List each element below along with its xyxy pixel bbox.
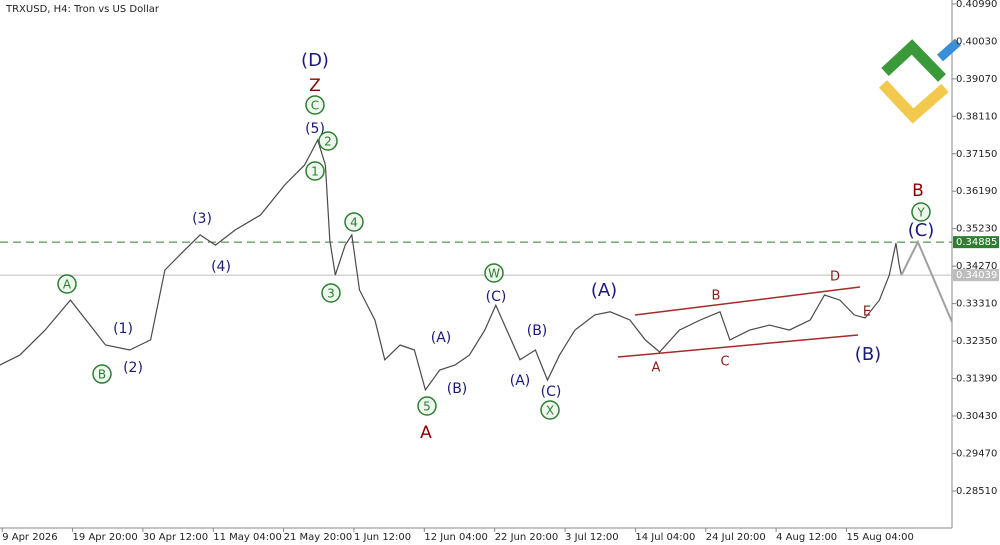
y-tick-label: 0.40030 [956,36,997,47]
y-tick-label: 0.36190 [956,186,997,197]
wave-circle [344,212,364,232]
channel-lower [617,334,859,358]
wave-circle [484,263,504,283]
logo-blue [937,38,961,62]
wave-label: A [420,423,432,443]
x-tick-label: 14 Jul 04:00 [635,532,695,543]
wave-label: B [712,289,721,304]
wave-label: (3) [192,211,212,227]
wave-circle [305,161,325,181]
wave-label: D [830,270,840,285]
wave-label: (5) [305,121,325,137]
y-tick-label: 0.31390 [956,374,997,385]
wave-label: (A) [510,373,531,389]
wave-label: 4 [350,216,358,230]
wave-label: C [311,99,319,113]
wave-circle [911,202,931,222]
y-tick-label: 0.29470 [956,448,997,459]
y-tick-label: 0.30430 [956,411,997,422]
wave-label: (1) [113,321,133,337]
logo-green [881,39,946,82]
wave-label: C [720,355,729,370]
x-tick-label: 9 Apr 2026 [2,532,57,543]
channel-upper [634,286,861,316]
wave-circle [417,396,437,416]
wave-label: (B) [855,344,881,365]
price-line [0,138,902,392]
y-tick-label: 0.38110 [956,111,997,122]
y-tick-label: 0.33310 [956,299,997,310]
x-tick-label: 11 May 04:00 [213,532,282,543]
wave-label: E [863,305,871,320]
wave-label: (B) [447,381,468,397]
wave-circle [321,283,341,303]
wave-label: 1 [311,165,319,179]
wave-label: B [98,368,106,382]
logo [878,38,961,124]
wave-label: (2) [123,360,143,376]
wave-label: Y [916,206,925,220]
wave-label: B [912,181,924,201]
wave-label: (C) [541,384,562,400]
x-tick-label: 30 Apr 12:00 [143,532,208,543]
wave-circle [305,95,325,115]
price-level-box [953,236,999,249]
x-tick-label: 24 Jul 20:00 [706,532,766,543]
wave-label: 3 [327,287,335,301]
price-level-box [953,269,999,282]
price-level-label: 0.34885 [956,237,997,248]
wave-label: A [652,361,661,376]
wave-label: (B) [527,323,548,339]
y-tick-label: 0.39070 [956,74,997,85]
wave-circle [318,131,338,151]
x-tick-label: 1 Jun 12:00 [354,532,411,543]
y-tick-label: 0.28510 [956,486,997,497]
chart-title: TRXUSD, H4: Tron vs US Dollar [5,4,160,15]
wave-label: W [488,267,500,281]
y-tick-label: 0.37150 [956,149,997,160]
x-tick-label: 4 Aug 12:00 [776,532,837,543]
wave-label: 2 [324,135,332,149]
price-level-label: 0.34039 [956,270,997,281]
y-tick-label: 0.32350 [956,336,997,347]
wave-label: (A) [591,280,617,301]
price-line [900,239,953,323]
wave-label: (C) [486,289,507,305]
wave-label: Z [309,76,321,96]
y-tick-label: 0.40990 [956,0,997,10]
x-tick-label: 21 May 20:00 [284,532,353,543]
wave-label: X [546,404,554,418]
x-tick-label: 22 Jun 20:00 [495,532,559,543]
wave-label: (4) [211,259,231,275]
wave-label: 5 [423,400,431,414]
logo-yellow [878,80,949,124]
y-tick-label: 0.35230 [956,224,997,235]
wave-label: A [63,278,72,292]
wave-label: (A) [431,330,452,346]
x-tick-label: 19 Apr 20:00 [73,532,138,543]
y-tick-label: 0.34270 [956,261,997,272]
wave-label: (C) [908,220,935,241]
x-tick-label: 12 Jun 04:00 [424,532,488,543]
wave-circle [92,364,112,384]
wave-label: (D) [301,50,329,71]
wave-circle [540,400,560,420]
wave-circle [57,274,77,294]
x-tick-label: 15 Aug 04:00 [846,532,913,543]
x-tick-label: 3 Jul 12:00 [565,532,619,543]
